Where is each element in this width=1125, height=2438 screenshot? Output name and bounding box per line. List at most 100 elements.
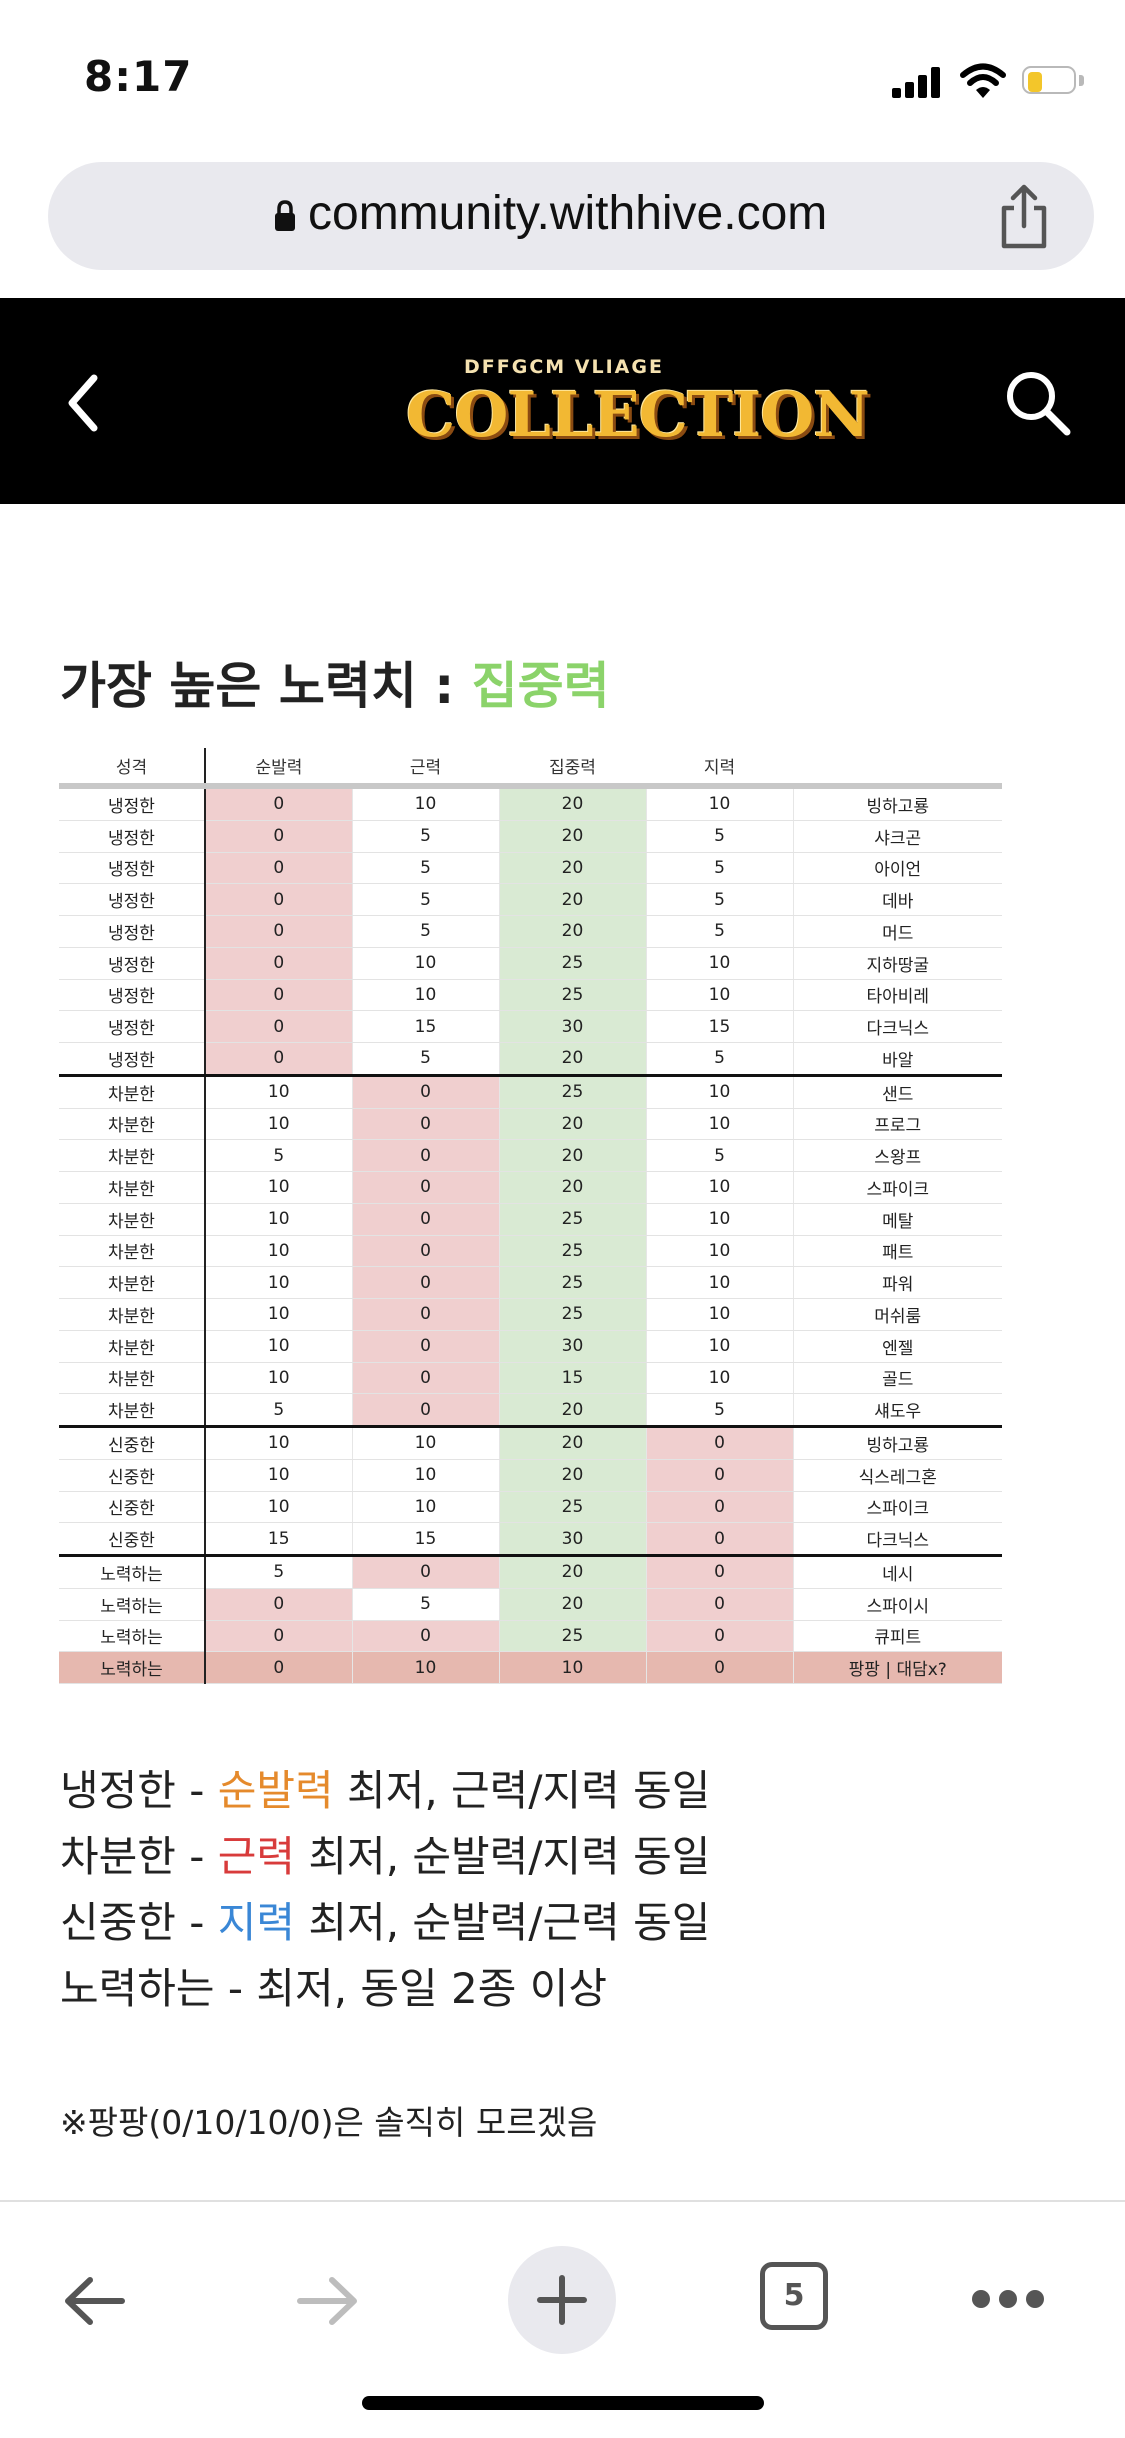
- table-cell: 10: [204, 1298, 352, 1331]
- table-cell: 5: [351, 915, 499, 948]
- column-header: 순발력: [204, 748, 352, 789]
- table-row: 차분한 10 0 30 10 엔젤: [59, 1330, 1002, 1363]
- table-cell: 식스레그혼: [792, 1459, 1002, 1492]
- home-indicator: [362, 2396, 764, 2410]
- tabs-button[interactable]: 5: [760, 2262, 828, 2330]
- table-cell: 10: [645, 1108, 793, 1141]
- chevron-left-icon[interactable]: [62, 370, 110, 436]
- url-text[interactable]: community.withhive.com: [308, 187, 828, 240]
- table-cell: 25: [498, 1203, 646, 1236]
- share-icon[interactable]: [994, 182, 1054, 252]
- table-cell: 25: [498, 1235, 646, 1268]
- table-cell: 0: [645, 1588, 793, 1621]
- table-cell: 차분한: [59, 1298, 206, 1331]
- table-row: 냉정한 0 5 20 5 바알: [59, 1042, 1002, 1077]
- table-cell: 냉정한: [59, 1042, 206, 1077]
- table-cell: 0: [204, 915, 352, 948]
- table-cell: 10: [204, 1108, 352, 1141]
- table-row: 차분한 5 0 20 5 섀도우: [59, 1393, 1002, 1428]
- table-cell: 20: [498, 1459, 646, 1492]
- table-cell: 10: [204, 1266, 352, 1299]
- table-cell: 10: [204, 1491, 352, 1524]
- plus-icon: [537, 2275, 587, 2325]
- table-cell: 10: [645, 1266, 793, 1299]
- table-cell: 차분한: [59, 1171, 206, 1204]
- arrow-left-icon[interactable]: [60, 2266, 130, 2336]
- table-cell: 팡팡 | 대담x?: [792, 1651, 1002, 1684]
- table-cell: 5: [645, 1393, 793, 1428]
- table-cell: 0: [351, 1298, 499, 1331]
- table-cell: 차분한: [59, 1075, 206, 1109]
- table-cell: 15: [351, 1010, 499, 1043]
- legend-suffix: 최저, 순발력/근력 동일: [295, 1898, 711, 1947]
- legend-suffix: 최저, 근력/지력 동일: [333, 1766, 711, 1815]
- table-cell: 차분한: [59, 1266, 206, 1299]
- table-cell: 10: [204, 1075, 352, 1109]
- table-row: 차분한 10 0 15 10 골드: [59, 1362, 1002, 1395]
- table-cell: 20: [498, 1588, 646, 1621]
- battery-icon: [1022, 66, 1084, 96]
- logo-title: COLLECTION: [406, 378, 870, 451]
- table-cell: 20: [498, 1393, 646, 1428]
- table-cell: 5: [204, 1555, 352, 1589]
- table-cell: 5: [204, 1393, 352, 1428]
- table-row: 냉정한 0 10 20 10 빙하고룡: [59, 786, 1002, 821]
- table-cell: 머쉬룸: [792, 1298, 1002, 1331]
- heading-accent: 집중력: [471, 657, 610, 715]
- legend-prefix: 차분한 -: [60, 1832, 218, 1881]
- table-cell: 20: [498, 1108, 646, 1141]
- table-cell: 20: [498, 1042, 646, 1077]
- table-row: 노력하는 0 10 10 0 팡팡 | 대담x?: [59, 1651, 1002, 1684]
- table-row: 신중한 10 10 25 0 스파이크: [59, 1491, 1002, 1524]
- table-cell: 0: [645, 1459, 793, 1492]
- table-cell: 5: [645, 1042, 793, 1077]
- search-icon[interactable]: [1003, 368, 1073, 438]
- table-cell: 스파이크: [792, 1171, 1002, 1204]
- table-cell: 머드: [792, 915, 1002, 948]
- table-cell: 엔젤: [792, 1330, 1002, 1363]
- table-cell: 10: [351, 947, 499, 980]
- table-cell: 20: [498, 786, 646, 821]
- footnote: ※팡팡(0/10/10/0)은 솔직히 모르겠음: [60, 2103, 598, 2142]
- arrow-right-icon[interactable]: [292, 2266, 362, 2336]
- table-cell: 0: [204, 820, 352, 853]
- table-row: 냉정한 0 5 20 5 데바: [59, 883, 1002, 916]
- status-time: 8:17: [84, 52, 193, 101]
- table-cell: 20: [498, 1555, 646, 1589]
- table-cell: 20: [498, 915, 646, 948]
- table-row: 노력하는 5 0 20 0 네시: [59, 1555, 1002, 1589]
- table-cell: 0: [204, 1620, 352, 1653]
- table-cell: 10: [645, 1298, 793, 1331]
- table-body: 냉정한 0 10 20 10 빙하고룡 냉정한 0 5 20 5 샤크곤 냉정한 0 5 20 5 아이언 냉정한 0…: [59, 786, 1002, 1684]
- table-cell: 차분한: [59, 1139, 206, 1172]
- table-cell: 15: [204, 1522, 352, 1557]
- table-cell: 10: [645, 1171, 793, 1204]
- table-cell: 스파이크: [792, 1491, 1002, 1524]
- status-bar: 8:17: [0, 0, 1125, 150]
- new-tab-button[interactable]: [508, 2246, 616, 2354]
- table-cell: 5: [645, 1139, 793, 1172]
- table-row: 차분한 10 0 25 10 메탈: [59, 1203, 1002, 1236]
- address-bar[interactable]: community.withhive.com: [48, 162, 1094, 270]
- table-row: 차분한 10 0 20 10 스파이크: [59, 1171, 1002, 1204]
- table-cell: 5: [351, 883, 499, 916]
- table-cell: 10: [204, 1362, 352, 1395]
- table-row: 신중한 10 10 20 0 식스레그혼: [59, 1459, 1002, 1492]
- table-cell: 25: [498, 1491, 646, 1524]
- table-cell: 5: [645, 852, 793, 885]
- table-row: 냉정한 0 10 25 10 타아비레: [59, 979, 1002, 1012]
- table-cell: 5: [645, 883, 793, 916]
- table-cell: 15: [498, 1362, 646, 1395]
- table-cell: 신중한: [59, 1459, 206, 1492]
- table-cell: 샤크곤: [792, 820, 1002, 853]
- collection-logo[interactable]: DFFGCM VLIAGE COLLECTION: [406, 356, 870, 456]
- table-row: 냉정한 0 5 20 5 아이언: [59, 852, 1002, 885]
- table-cell: 큐피트: [792, 1620, 1002, 1653]
- table-cell: 5: [351, 820, 499, 853]
- wifi-icon: [960, 63, 1006, 98]
- table-row: 차분한 10 0 20 10 프로그: [59, 1108, 1002, 1141]
- more-icon[interactable]: [972, 2290, 1044, 2310]
- table-row: 차분한 10 0 25 10 샌드: [59, 1075, 1002, 1109]
- table-cell: 섀도우: [792, 1393, 1002, 1428]
- table-cell: 노력하는: [59, 1588, 206, 1621]
